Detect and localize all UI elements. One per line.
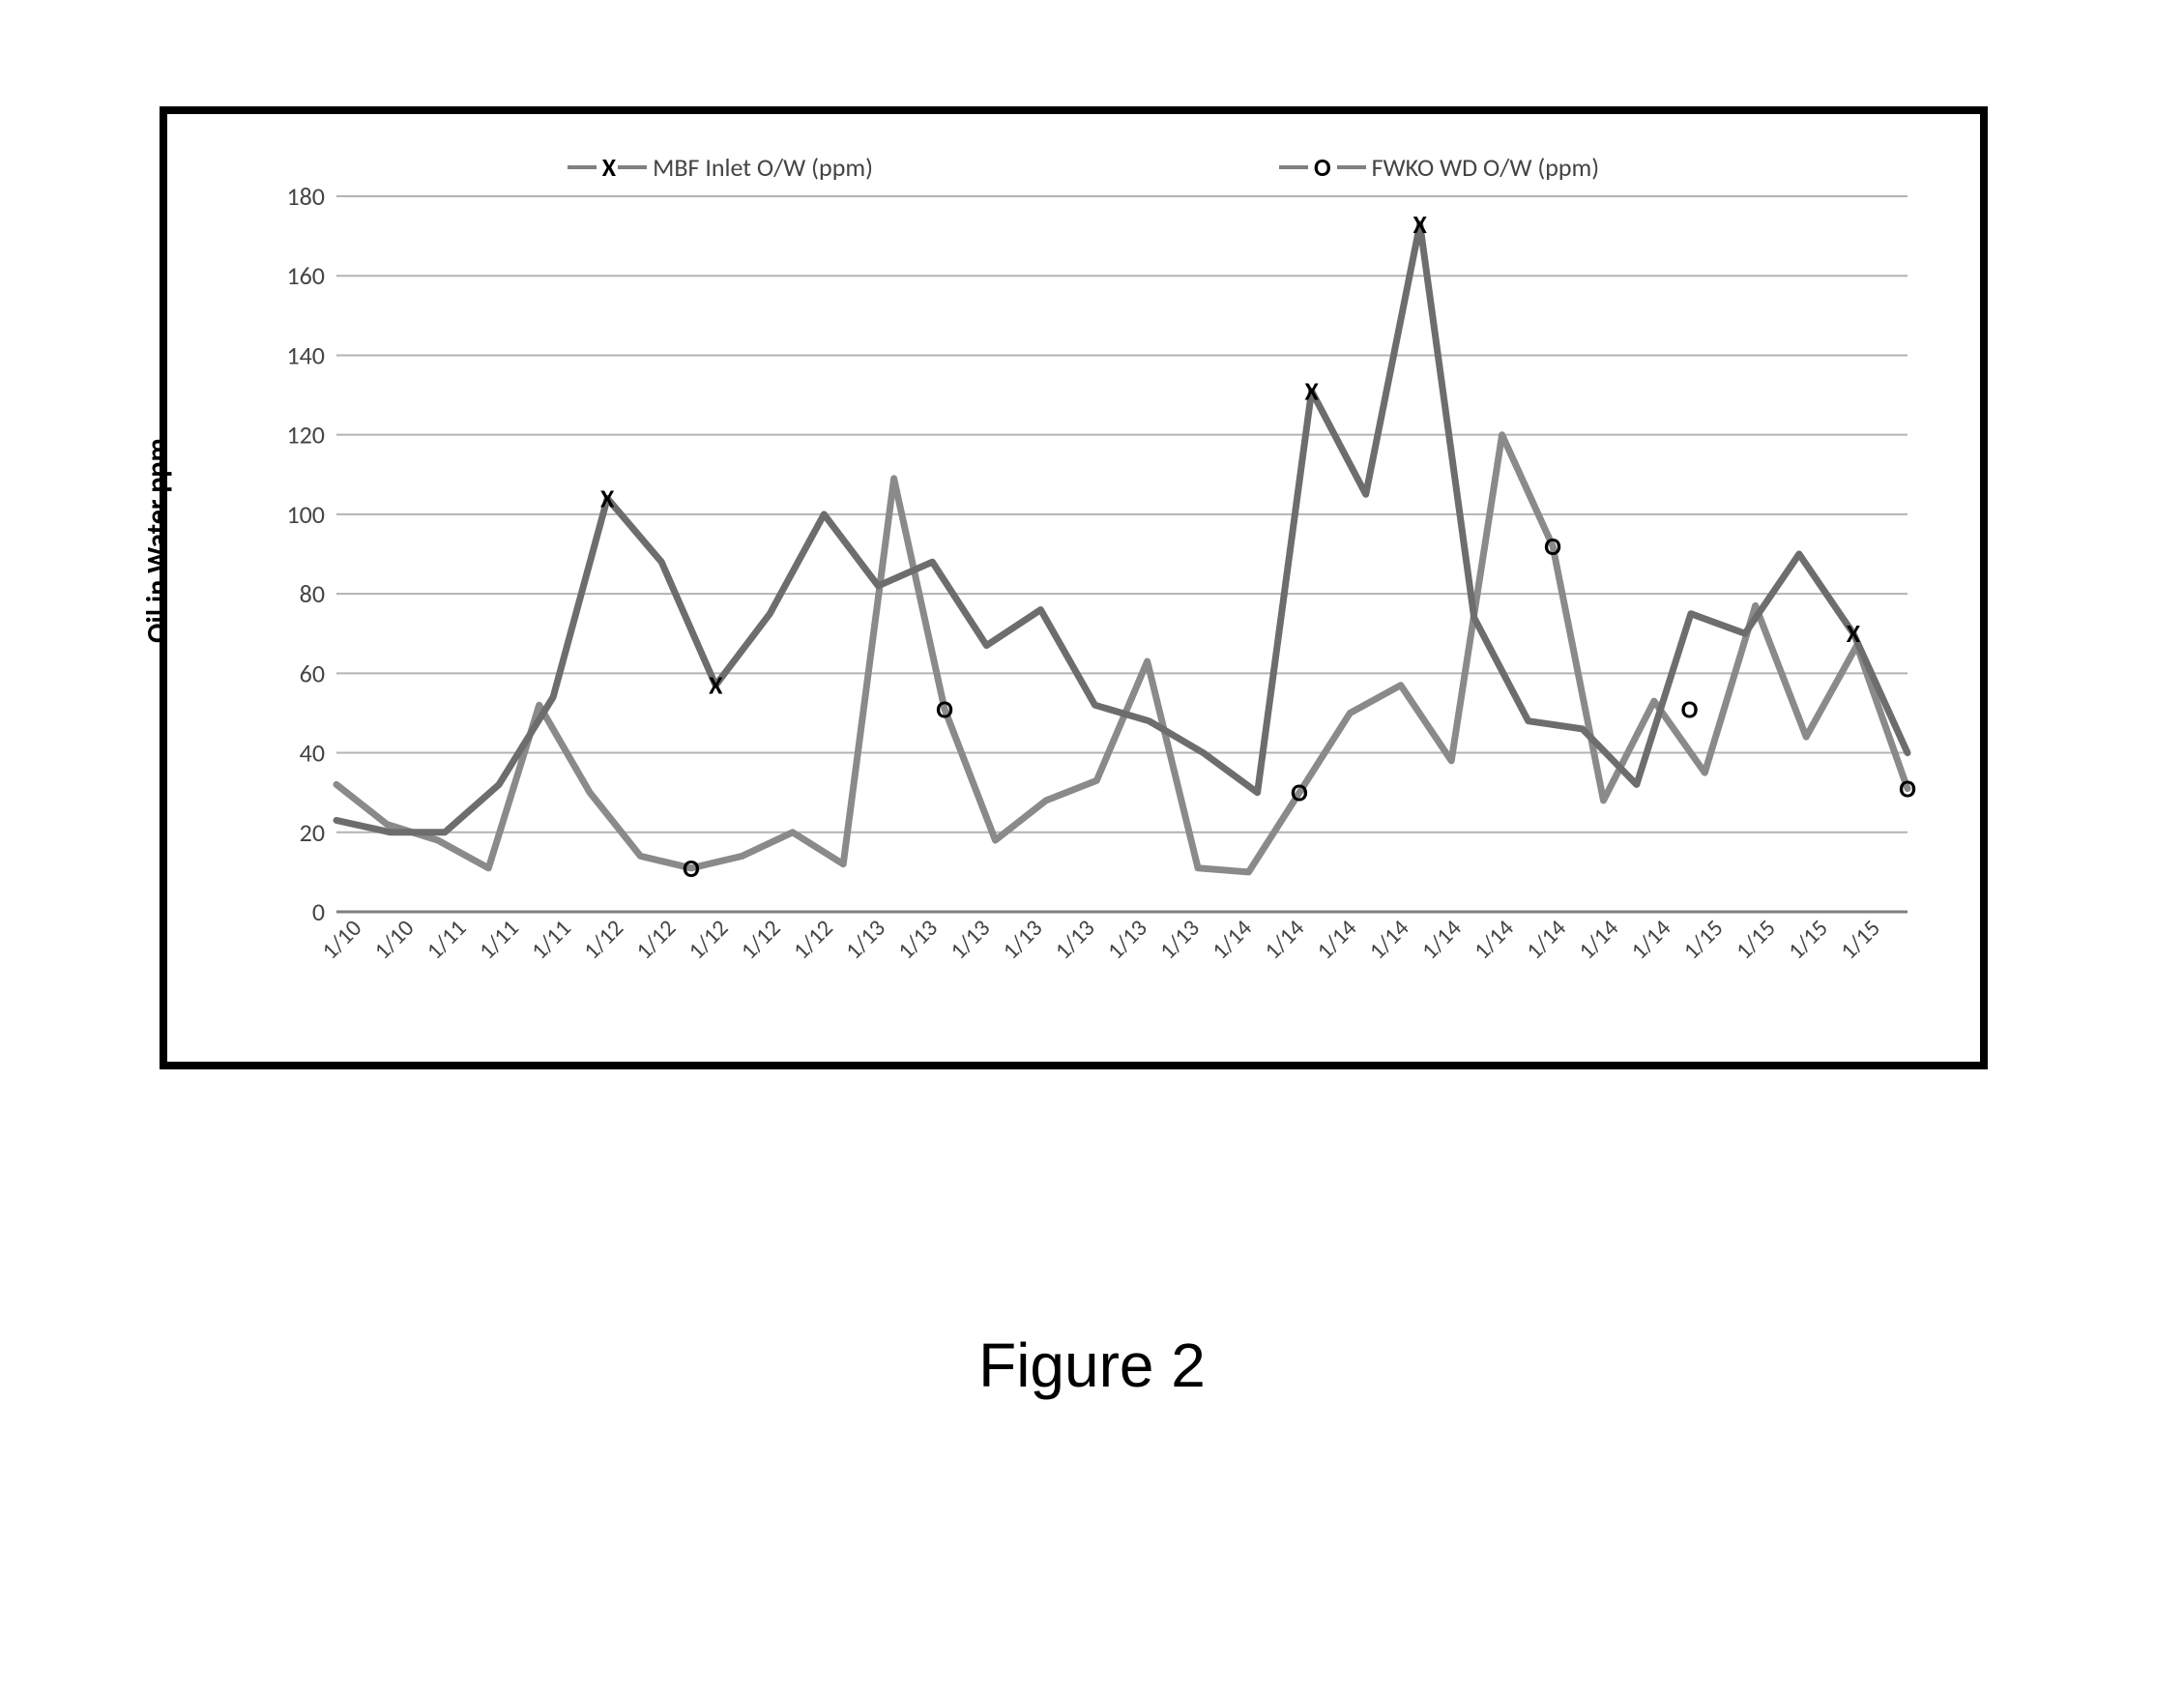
svg-text:X: X xyxy=(709,670,723,701)
svg-text:1/13: 1/13 xyxy=(1154,914,1206,965)
svg-text:1/15: 1/15 xyxy=(1783,914,1834,965)
legend-line-icon xyxy=(618,165,647,169)
figure-caption: Figure 2 xyxy=(0,1330,2184,1401)
x-marker-icon: X xyxy=(602,152,612,183)
svg-text:1/13: 1/13 xyxy=(945,914,996,965)
svg-text:1/14: 1/14 xyxy=(1573,914,1624,965)
svg-text:1/14: 1/14 xyxy=(1521,914,1572,965)
page: Oil in Water ppm X MBF Inlet O/W (ppm) O… xyxy=(0,0,2184,1695)
chart-outer-frame: Oil in Water ppm X MBF Inlet O/W (ppm) O… xyxy=(160,106,1988,1069)
svg-text:1/13: 1/13 xyxy=(997,914,1048,965)
svg-text:1/14: 1/14 xyxy=(1416,914,1468,965)
svg-text:80: 80 xyxy=(300,578,325,609)
chart-area: X MBF Inlet O/W (ppm) O FWKO WD O/W (ppm… xyxy=(240,138,1927,999)
svg-text:1/15: 1/15 xyxy=(1835,914,1886,965)
legend-line-icon xyxy=(1279,165,1308,169)
svg-text:1/12: 1/12 xyxy=(578,914,629,965)
svg-text:1/10: 1/10 xyxy=(368,914,420,965)
svg-text:1/14: 1/14 xyxy=(1363,914,1414,965)
svg-text:1/12: 1/12 xyxy=(630,914,682,965)
svg-text:1/11: 1/11 xyxy=(526,914,577,965)
svg-text:1/11: 1/11 xyxy=(421,914,472,965)
svg-text:1/14: 1/14 xyxy=(1259,914,1310,965)
x-ticks: 1/101/101/111/111/111/121/121/121/121/12… xyxy=(316,914,1886,965)
svg-text:X: X xyxy=(1847,618,1861,649)
svg-text:1/14: 1/14 xyxy=(1625,914,1676,965)
svg-text:160: 160 xyxy=(286,260,325,291)
svg-text:1/11: 1/11 xyxy=(474,914,525,965)
markers-mbf: X X X X X xyxy=(600,209,1861,701)
svg-text:0: 0 xyxy=(312,896,325,927)
svg-text:O: O xyxy=(1681,693,1699,724)
o-marker-icon: O xyxy=(1314,152,1331,183)
legend: X MBF Inlet O/W (ppm) O FWKO WD O/W (ppm… xyxy=(240,148,1927,187)
svg-text:60: 60 xyxy=(300,658,325,688)
svg-text:O: O xyxy=(936,693,953,724)
svg-text:O: O xyxy=(1544,531,1561,562)
svg-text:1/13: 1/13 xyxy=(1102,914,1153,965)
svg-text:20: 20 xyxy=(300,817,325,848)
legend-item-fwko: O FWKO WD O/W (ppm) xyxy=(1279,148,1599,187)
svg-text:1/12: 1/12 xyxy=(683,914,734,965)
series-fwko xyxy=(336,435,1907,872)
chart-svg: 020406080100120140160180 1/101/101/111/1… xyxy=(240,138,1927,999)
svg-text:O: O xyxy=(1899,774,1916,804)
svg-text:1/13: 1/13 xyxy=(892,914,944,965)
gridlines xyxy=(336,196,1907,912)
svg-text:O: O xyxy=(1291,777,1308,808)
svg-text:1/15: 1/15 xyxy=(1731,914,1782,965)
markers-fwko: O O O O O O xyxy=(683,531,1916,884)
svg-text:1/13: 1/13 xyxy=(1049,914,1100,965)
svg-text:1/13: 1/13 xyxy=(840,914,891,965)
svg-text:1/14: 1/14 xyxy=(1207,914,1258,965)
svg-text:X: X xyxy=(1413,209,1428,240)
legend-item-mbf: X MBF Inlet O/W (ppm) xyxy=(568,148,873,187)
svg-text:X: X xyxy=(600,482,615,513)
svg-text:140: 140 xyxy=(286,339,325,370)
svg-text:1/14: 1/14 xyxy=(1311,914,1362,965)
svg-text:O: O xyxy=(683,853,700,884)
y-axis-label: Oil in Water ppm xyxy=(140,438,176,643)
svg-text:X: X xyxy=(1304,375,1319,406)
svg-text:1/12: 1/12 xyxy=(735,914,786,965)
legend-label-fwko: FWKO WD O/W (ppm) xyxy=(1372,152,1600,183)
svg-text:1/15: 1/15 xyxy=(1677,914,1729,965)
legend-label-mbf: MBF Inlet O/W (ppm) xyxy=(653,152,873,183)
svg-text:1/14: 1/14 xyxy=(1469,914,1520,965)
svg-text:40: 40 xyxy=(300,738,325,769)
svg-text:120: 120 xyxy=(286,420,325,451)
svg-text:100: 100 xyxy=(286,499,325,530)
series-mbf xyxy=(336,224,1907,833)
y-ticks: 020406080100120140160180 xyxy=(286,181,325,927)
legend-line-icon xyxy=(568,165,597,169)
svg-text:1/12: 1/12 xyxy=(788,914,839,965)
legend-line-icon xyxy=(1337,165,1366,169)
